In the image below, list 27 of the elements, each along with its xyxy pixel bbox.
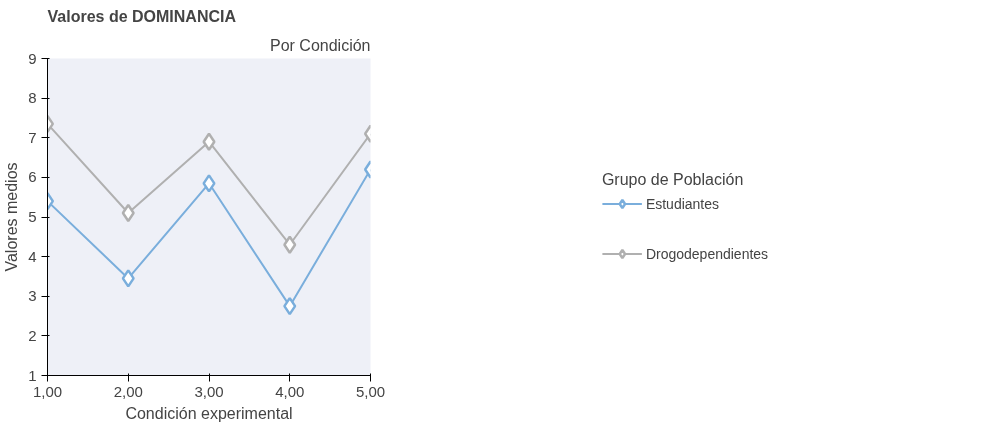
y-tick-label: 2 xyxy=(28,326,37,344)
x-tick-label: 1,00 xyxy=(32,382,63,400)
point xyxy=(283,296,297,316)
y-tick-label: 5 xyxy=(28,208,37,225)
chart-subtitle: Por Condición xyxy=(270,36,371,54)
y-tick-label: 6 xyxy=(28,168,37,186)
y-tick-label: 1 xyxy=(28,366,37,384)
point xyxy=(202,174,216,193)
point xyxy=(121,269,135,288)
legend-label: Drogodependientes xyxy=(645,245,769,261)
x-tick-label: 5,00 xyxy=(355,382,386,400)
point xyxy=(283,235,297,254)
y-tick-label: 8 xyxy=(28,89,37,107)
legend-title: Grupo de Población xyxy=(601,170,745,188)
y-tick-label: 9 xyxy=(28,49,37,67)
point xyxy=(121,203,135,223)
x-tick-label: 4,00 xyxy=(275,382,305,400)
chart-title: Valores de DOMINANCIA xyxy=(47,7,237,25)
x-tick-label: 2,00 xyxy=(113,382,143,400)
y-tick-label: 7 xyxy=(28,128,37,146)
y-tick-label: 4 xyxy=(28,247,37,265)
legend-label: Estudiantes xyxy=(645,195,720,211)
y-axis-title: Valores medios xyxy=(3,162,21,272)
y-tick-label: 3 xyxy=(28,287,37,305)
x-tick-label: 3,00 xyxy=(194,382,224,400)
x-axis-title: Condición experimental xyxy=(125,404,293,422)
point xyxy=(202,132,216,151)
